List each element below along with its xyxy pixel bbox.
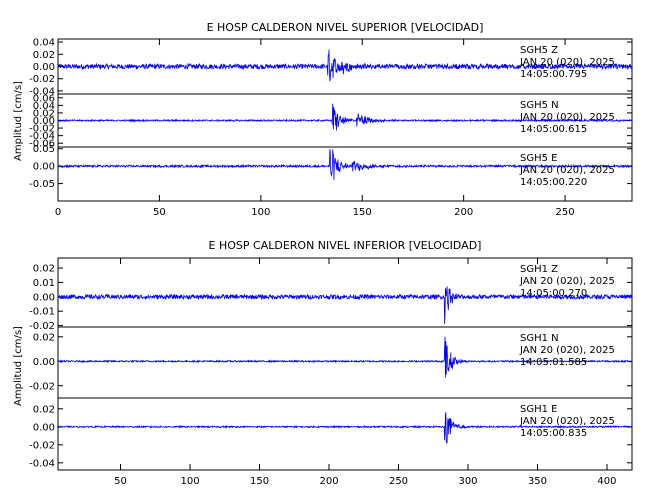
date-label: JAN 20 (020), 2025 [519, 276, 615, 287]
y-tick-label: -0.04 [29, 131, 55, 142]
station-label: SGH1 E [520, 404, 557, 415]
date-label: JAN 20 (020), 2025 [519, 416, 615, 427]
x-tick-label: 350 [528, 476, 547, 487]
trace-frame [57, 146, 633, 202]
y-tick-label: -0.05 [29, 179, 55, 190]
x-tick-label: 50 [153, 207, 166, 218]
y-tick-label: -0.02 [29, 440, 55, 451]
y-tick-label: -0.02 [29, 381, 55, 392]
x-tick-label: 300 [458, 476, 477, 487]
station-label: SGH5 Z [520, 45, 558, 56]
y-tick-label: 0.04 [33, 38, 55, 49]
x-tick-label: 150 [353, 207, 372, 218]
top-y-axis-label: Amplitud [cm/s] [13, 81, 24, 161]
waveform-trace [57, 49, 633, 82]
y-tick-label: -0.04 [29, 458, 55, 469]
y-tick-label: 0.02 [33, 264, 55, 275]
y-tick-label: 0.00 [33, 422, 55, 433]
y-tick-label: 0.00 [33, 162, 55, 173]
x-tick-label: 150 [250, 476, 269, 487]
y-tick-label: 0.06 [33, 93, 55, 104]
y-tick-label: -0.06 [29, 139, 55, 150]
date-label: JAN 20 (020), 2025 [519, 165, 615, 176]
bottom-y-axis-label: Amplitud [cm/s] [13, 326, 24, 406]
time-label: 14:05:00.220 [520, 177, 587, 188]
x-tick-label: 400 [597, 476, 616, 487]
x-tick-label: 100 [251, 207, 270, 218]
date-label: JAN 20 (020), 2025 [519, 345, 615, 356]
y-tick-label: -0.02 [29, 74, 55, 85]
time-label: 14:05:01.585 [520, 357, 587, 368]
station-label: SGH1 N [520, 333, 559, 344]
bottom-panel-title: E HOSP CALDERON NIVEL INFERIOR [VELOCIDA… [209, 239, 482, 252]
y-tick-label: 0.02 [33, 108, 55, 119]
waveform-trace [57, 412, 633, 444]
y-tick-label: -0.04 [29, 86, 55, 97]
waveform-trace [57, 149, 633, 181]
y-tick-label: 0.02 [33, 50, 55, 61]
top-panel-title: E HOSP CALDERON NIVEL SUPERIOR [VELOCIDA… [207, 21, 484, 34]
time-label: 14:05:00.270 [520, 288, 587, 299]
y-tick-label: 0.05 [33, 144, 55, 155]
y-tick-label: 0.00 [33, 62, 55, 73]
station-label: SGH5 E [520, 153, 557, 164]
trace-frame [57, 397, 633, 471]
time-label: 14:05:00.795 [520, 69, 587, 80]
waveform-trace [57, 336, 633, 378]
time-label: 14:05:00.835 [520, 428, 587, 439]
x-tick-label: 0 [55, 207, 61, 218]
waveform-trace [57, 286, 633, 325]
x-tick-label: 50 [114, 476, 127, 487]
x-tick-label: 200 [454, 207, 473, 218]
x-tick-label: 100 [180, 476, 199, 487]
x-tick-label: 250 [556, 207, 575, 218]
y-tick-label: 0.04 [33, 101, 55, 112]
y-tick-label: 0.02 [33, 404, 55, 415]
station-label: SGH5 N [520, 100, 559, 111]
date-label: JAN 20 (020), 2025 [519, 57, 615, 68]
x-tick-label: 250 [389, 476, 408, 487]
y-tick-label: -0.01 [29, 307, 55, 318]
y-tick-label: -0.02 [29, 321, 55, 332]
date-label: JAN 20 (020), 2025 [519, 112, 615, 123]
y-tick-label: -0.02 [29, 124, 55, 135]
station-label: SGH1 Z [520, 264, 558, 275]
waveform-trace [57, 103, 633, 131]
y-tick-label: 0.00 [33, 357, 55, 368]
y-tick-label: 0.00 [33, 292, 55, 303]
time-label: 14:05:00.615 [520, 124, 587, 135]
y-tick-label: 0.01 [33, 278, 55, 289]
y-tick-label: 0.02 [33, 332, 55, 343]
y-tick-label: 0.00 [33, 116, 55, 127]
x-tick-label: 200 [319, 476, 338, 487]
